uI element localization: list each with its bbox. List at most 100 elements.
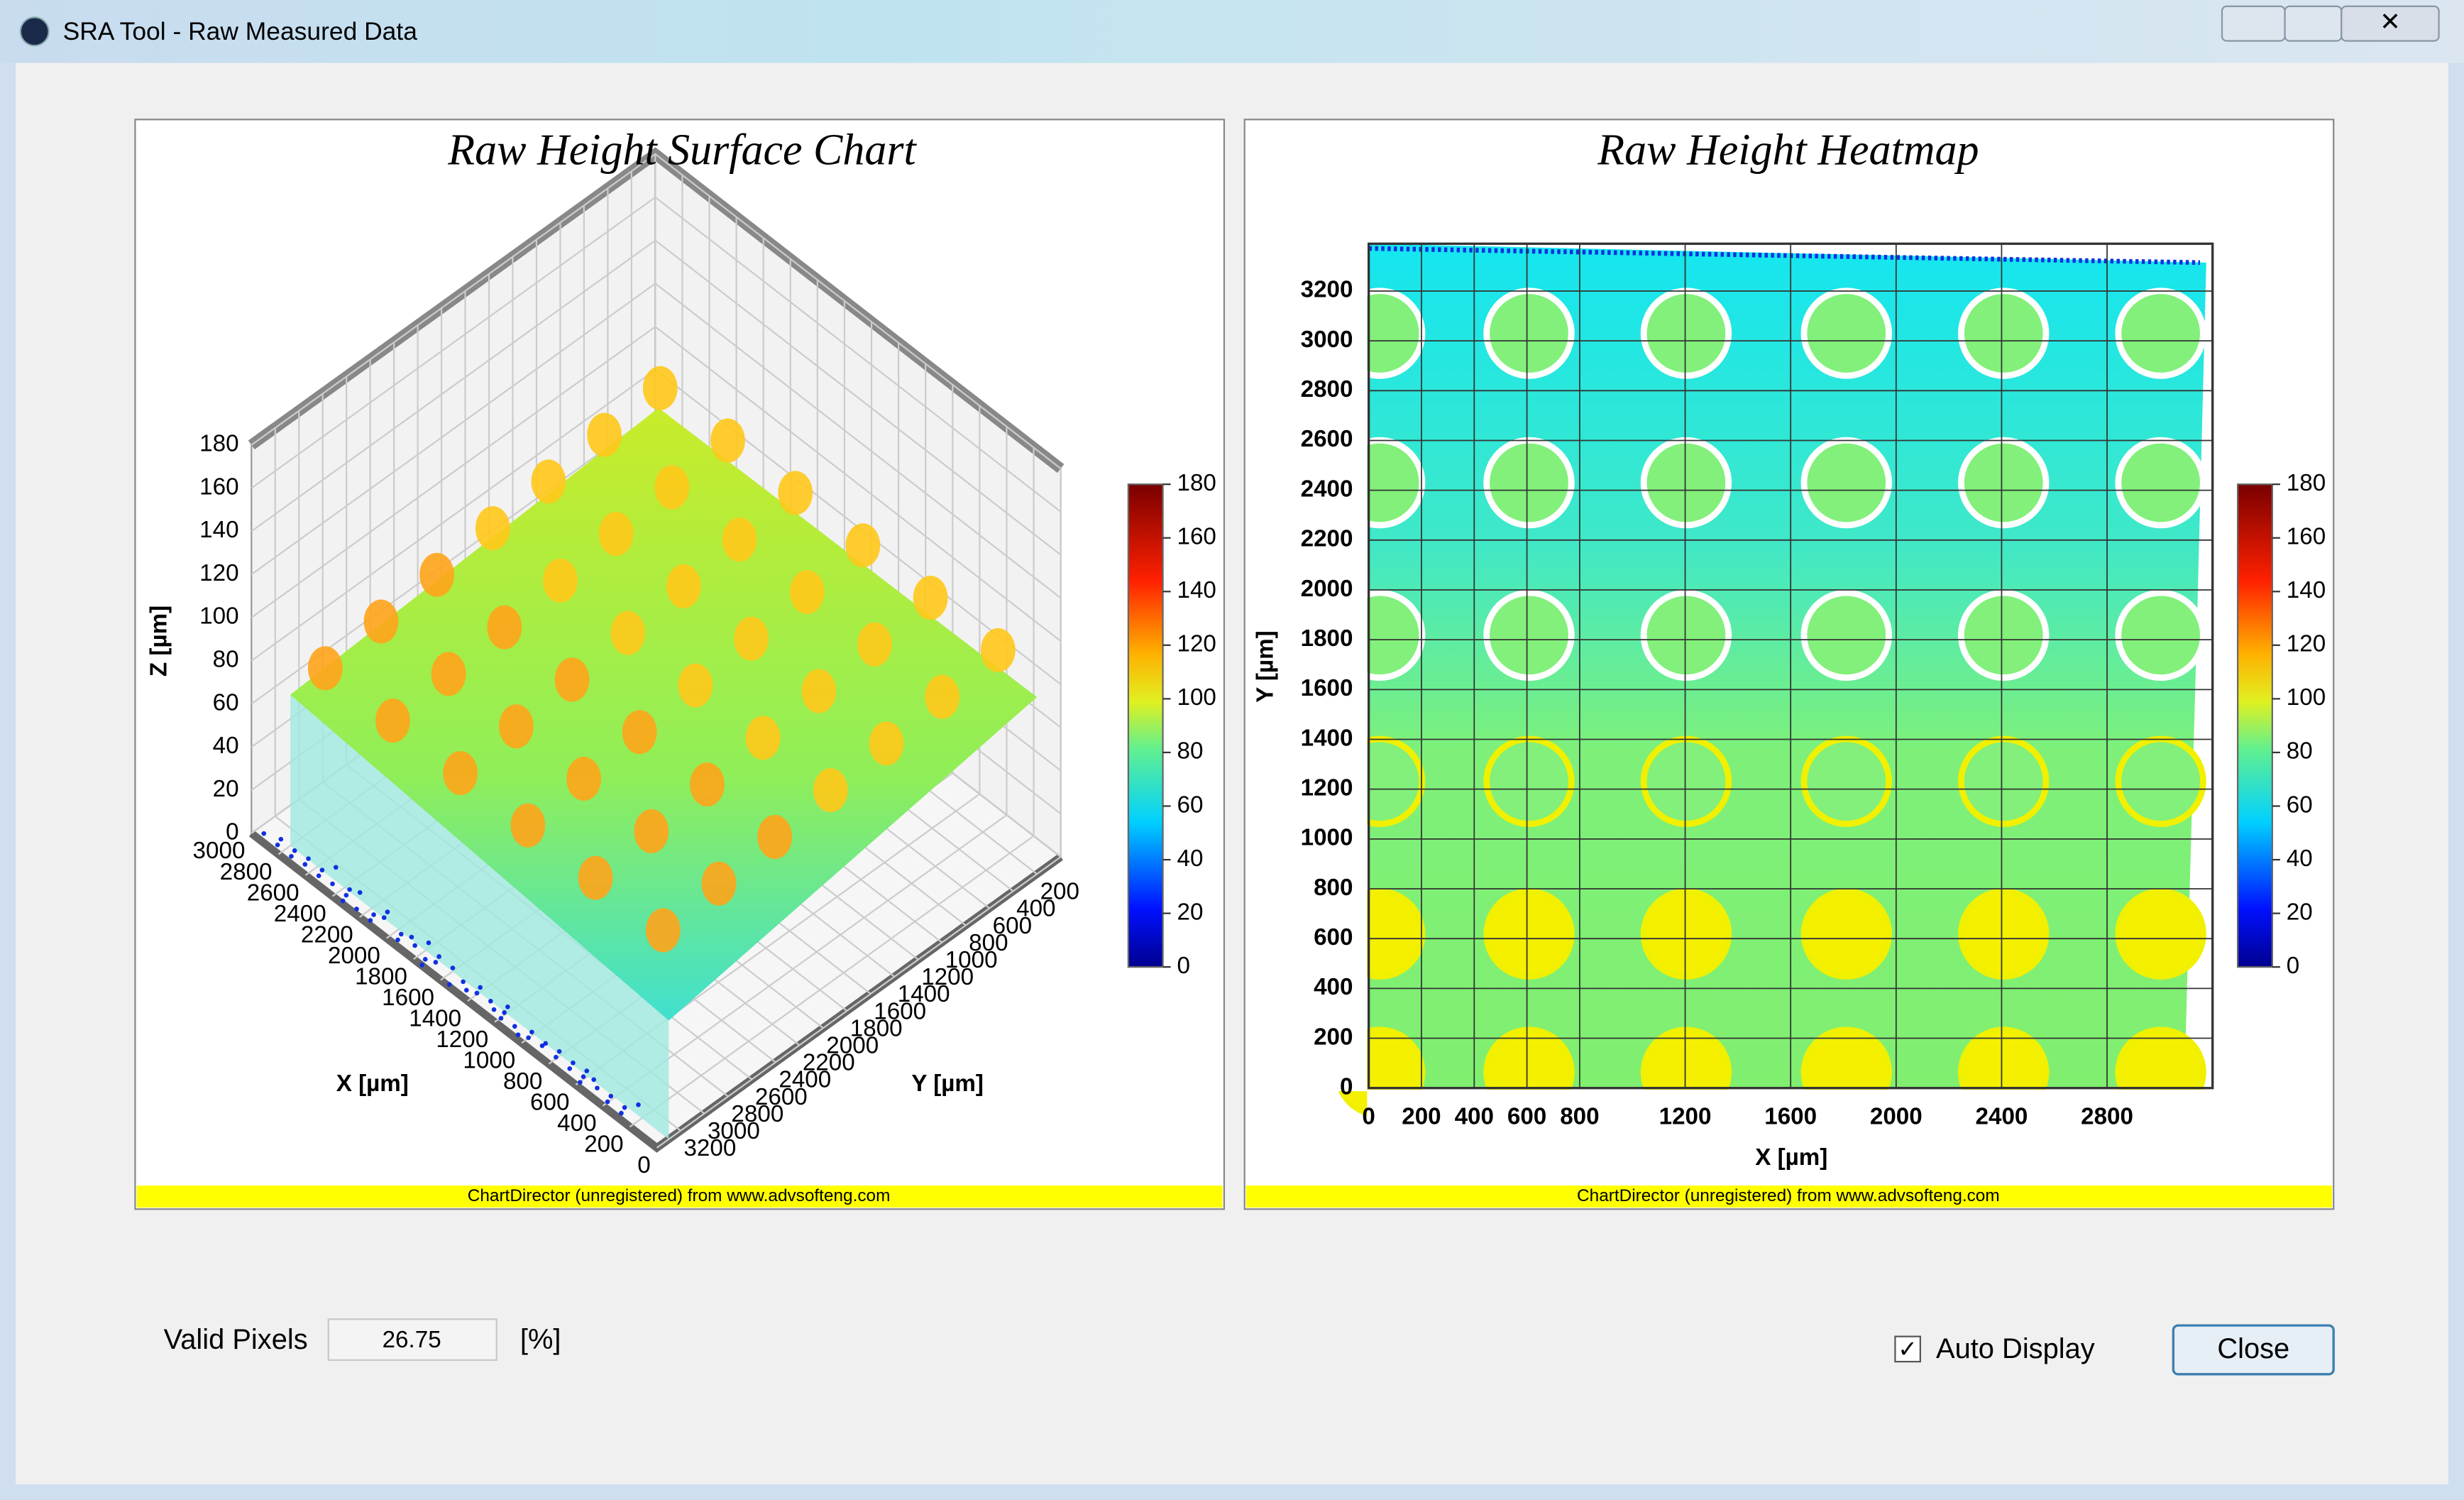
surface-noise (512, 1024, 517, 1029)
surface-peak (487, 605, 522, 650)
close-window-button[interactable] (2341, 5, 2440, 42)
y-axis-label: Y [µm] (911, 1071, 984, 1097)
surface-noise (622, 1105, 627, 1110)
colorbar-tick-label: 20 (2287, 899, 2313, 925)
surface-peak (722, 518, 757, 562)
z-tick-label: 120 (199, 560, 238, 586)
surface-peak (598, 512, 634, 557)
heatmap-disc (2115, 288, 2206, 379)
heatmap-disc (1958, 437, 2050, 529)
minimize-button[interactable] (2221, 5, 2286, 42)
surface-noise (578, 1080, 583, 1085)
surface-peak (778, 471, 813, 515)
surface-peak (789, 569, 825, 614)
y-tick-label: 2800 (731, 1101, 783, 1127)
chart-title: Raw Height Heatmap (1597, 126, 1979, 174)
surface-peak (925, 674, 960, 719)
y-tick-label: 600 (1314, 924, 1353, 951)
surface-noise (488, 998, 493, 1004)
x-tick-label: 600 (530, 1090, 569, 1116)
surface-noise (461, 979, 466, 985)
surface-noise (302, 862, 308, 867)
heatmap-clip-left (1306, 243, 1368, 1092)
surface-noise (381, 915, 387, 920)
heatmap-disc (1483, 437, 1575, 529)
surface-noise (412, 943, 417, 948)
grid-line (656, 469, 1062, 1149)
surface-skirt (290, 694, 669, 1139)
y-tick-label: 1800 (850, 1015, 903, 1041)
y-tick-label: 0 (1340, 1073, 1353, 1100)
auto-display-checkbox[interactable] (1894, 1335, 1921, 1363)
surface-peak (757, 814, 793, 859)
auto-display-label[interactable]: Auto Display (1936, 1333, 2095, 1364)
surface-peak (431, 652, 466, 696)
heatmap-disc (1640, 735, 1732, 828)
surface-peak (642, 366, 678, 410)
surface-peak (745, 716, 781, 760)
heatmap-disc (1640, 888, 1732, 980)
surface-noise (595, 1085, 600, 1091)
x-tick-label: 1400 (409, 1005, 461, 1031)
colorbar (1127, 483, 1164, 968)
heatmap-disc (1640, 589, 1732, 681)
surface-peak (554, 657, 590, 702)
y-tick-label: 3000 (1301, 327, 1353, 353)
heatmap-clip-right (2213, 243, 2233, 1092)
x-tick-label: 200 (584, 1132, 623, 1158)
y-tick-label: 2800 (1301, 376, 1353, 403)
surface-noise (498, 1016, 504, 1021)
valid-pixels-label: Valid Pixels (164, 1324, 308, 1355)
z-tick-label: 40 (213, 733, 239, 759)
surface-peak (813, 768, 848, 813)
maximize-button[interactable] (2284, 5, 2343, 42)
surface-peak (443, 750, 478, 795)
surface-noise (554, 1054, 559, 1060)
surface-noise (515, 1032, 521, 1037)
footer-bar (1245, 1186, 2332, 1208)
frame-left (0, 62, 16, 1500)
surface-peak (869, 721, 904, 766)
y-tick-label: 1000 (945, 947, 998, 973)
surface-peak (622, 710, 657, 755)
heatmap-disc (2115, 735, 2206, 828)
x-tick-label: 0 (1362, 1104, 1375, 1130)
surface-noise (398, 931, 404, 937)
surface-noise (491, 1007, 497, 1012)
close-button[interactable] (2172, 1324, 2335, 1376)
surface-peak (654, 465, 690, 510)
heatmap-edge (1368, 246, 2201, 265)
surface-peak (634, 809, 669, 853)
y-axis-label: Y [µm] (1252, 630, 1278, 703)
heatmap-clip-bottom (1367, 1089, 2214, 1153)
surface-noise (347, 887, 352, 892)
surface-peak (587, 412, 622, 457)
y-tick-label: 800 (969, 930, 1008, 956)
colorbar-tick-label: 100 (2287, 684, 2326, 711)
plot-frame (1367, 242, 2214, 1090)
y-tick-label: 2400 (779, 1067, 831, 1093)
x-tick-label: 800 (503, 1068, 542, 1095)
surface-noise (433, 960, 439, 965)
title-bar (0, 0, 2464, 63)
heatmap-disc (1800, 437, 1892, 529)
surface-peak (645, 908, 681, 953)
colorbar (2237, 483, 2273, 968)
z-tick-label: 0 (226, 819, 238, 845)
surface-peak (913, 576, 948, 620)
heatmap-disc (1800, 735, 1892, 828)
footer-text: ChartDirector (unregistered) from www.ad… (1577, 1186, 2000, 1205)
surface-peak (734, 616, 769, 661)
z-tick-label: 20 (213, 776, 239, 802)
close-button-label[interactable]: Close (2217, 1333, 2289, 1364)
valid-pixels-value: 26.75 (383, 1327, 441, 1353)
surface-peak (857, 622, 892, 667)
colorbar-tick-label: 60 (1177, 792, 1203, 818)
y-tick-label: 800 (1314, 875, 1353, 901)
x-tick-label: 1000 (463, 1048, 515, 1074)
surface-noise (292, 848, 297, 853)
x-tick-label: 1600 (1764, 1104, 1817, 1130)
surface-peak (531, 459, 566, 504)
x-tick-label: 1800 (355, 963, 407, 990)
